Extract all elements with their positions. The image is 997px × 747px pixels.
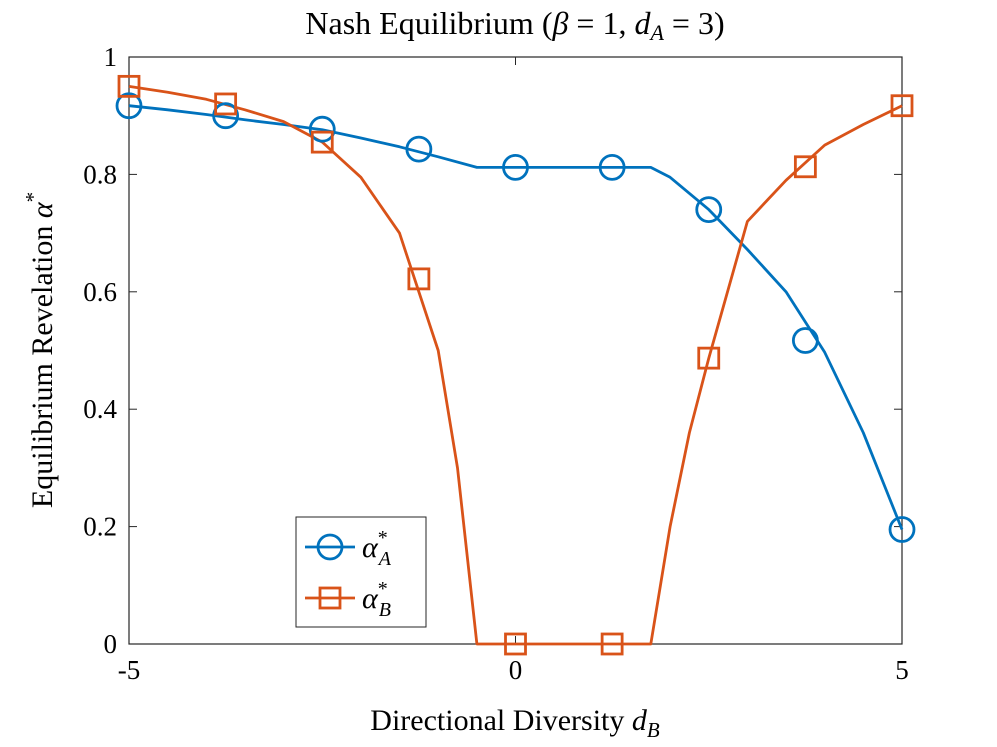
legend-marker-square [318, 586, 342, 610]
data-point-circle [598, 153, 626, 181]
y-tick-label: 0.6 [83, 277, 117, 307]
series-line-b [128, 85, 903, 646]
x-axis-label: Directional Diversity dB [370, 704, 660, 742]
y-tick-label: 0.8 [83, 159, 117, 189]
data-point-circle [308, 115, 336, 143]
legend: α* A α* B [295, 516, 427, 628]
data-point-circle [888, 516, 916, 543]
plot-area [128, 56, 903, 645]
y-tick-label: 1 [104, 42, 118, 72]
data-point-square [793, 155, 817, 179]
data-point-square [407, 267, 431, 291]
y-tick-label: 0 [104, 629, 118, 659]
y-tick-label: 0.2 [83, 512, 117, 542]
data-point-square [890, 94, 914, 118]
data-point-square [214, 92, 238, 116]
axis-ticks: -5 0 500.20.40.60.81 [83, 42, 909, 685]
chart-title: Nash Equilibrium (β = 1, dA = 3) [305, 5, 724, 45]
legend-label-a: α* A [362, 527, 392, 570]
x-tick-label: 5 [895, 655, 909, 685]
data-point-square [600, 632, 624, 656]
data-point-circle [405, 135, 433, 163]
series-layer [115, 74, 916, 656]
data-point-square [117, 74, 141, 98]
x-tick-label: -5 [118, 655, 141, 685]
data-point-square [310, 130, 334, 154]
legend-box [295, 516, 427, 628]
data-point-square [697, 346, 721, 370]
series-line-a [128, 104, 904, 531]
y-axis-label: Equilibrium Revelation α* [21, 192, 59, 508]
legend-marker-circle [316, 533, 344, 561]
data-point-circle [791, 327, 819, 354]
data-point-square [504, 632, 527, 656]
data-point-circle [115, 92, 143, 120]
x-tick-label: 0 [509, 655, 523, 685]
data-point-circle [212, 102, 240, 130]
y-tick-label: 0.4 [83, 394, 117, 424]
data-point-circle [695, 196, 723, 224]
legend-label-b: α* B [362, 578, 391, 621]
legend-entry-a: α* A [305, 527, 392, 570]
data-point-circle [502, 153, 529, 181]
legend-entry-b: α* B [305, 578, 391, 621]
